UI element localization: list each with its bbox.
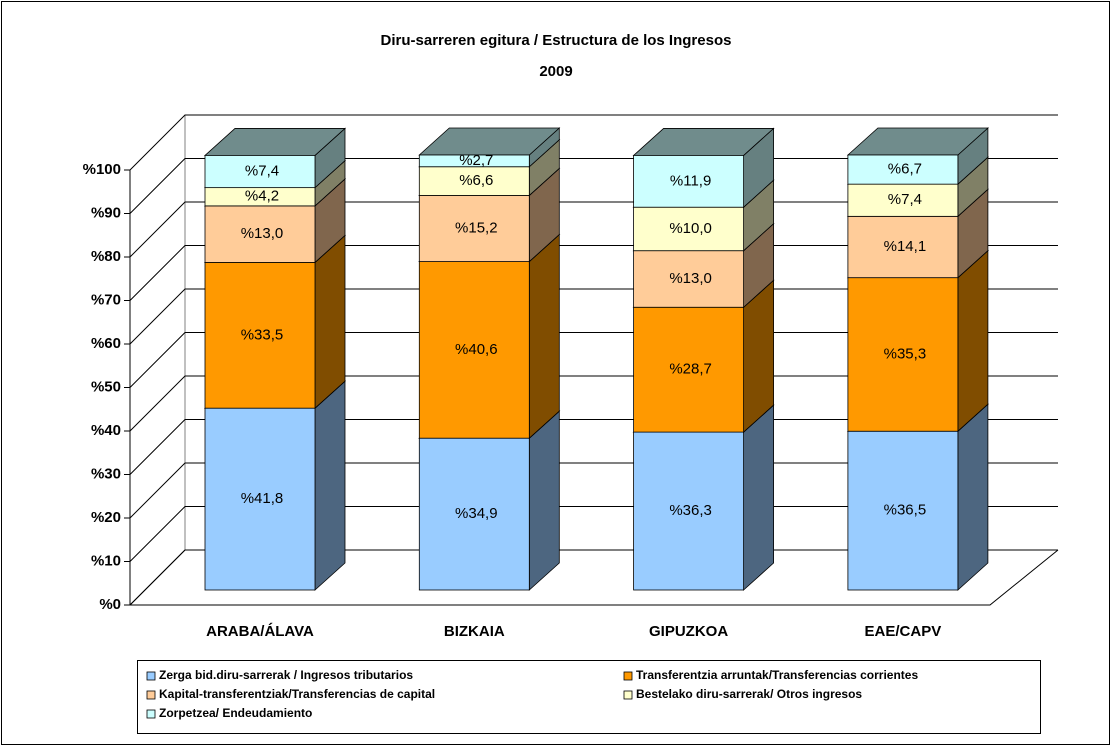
y-tick-label: %0 xyxy=(99,596,121,613)
floor-edge xyxy=(130,549,1059,606)
back-wall xyxy=(130,115,1058,605)
bar-side xyxy=(528,233,560,440)
data-label: %13,0 xyxy=(669,270,712,287)
y-tick-label: %90 xyxy=(91,204,121,221)
data-label: %34,9 xyxy=(455,505,498,522)
data-label: %13,0 xyxy=(241,225,284,242)
legend-swatch xyxy=(623,690,633,700)
bar xyxy=(633,206,744,252)
bar xyxy=(633,155,744,208)
data-label: %36,5 xyxy=(884,502,927,519)
data-label: %35,3 xyxy=(884,345,927,362)
y-tick-label: %20 xyxy=(91,509,121,526)
legend-swatch xyxy=(146,671,156,681)
bar xyxy=(204,205,316,263)
y-tick-label: %40 xyxy=(91,422,121,439)
data-label: %4,2 xyxy=(245,188,279,205)
bar-side xyxy=(957,249,989,433)
data-label: %6,7 xyxy=(888,161,922,178)
data-label: %14,1 xyxy=(884,238,927,255)
bar xyxy=(847,215,959,279)
data-label: %7,4 xyxy=(888,191,922,208)
x-tick-label: GIPUZKOA xyxy=(649,623,728,640)
bar xyxy=(633,431,744,591)
bar xyxy=(204,155,316,189)
y-axis-depth xyxy=(129,549,186,606)
bar xyxy=(633,306,744,433)
data-label: %36,3 xyxy=(669,502,712,519)
bar xyxy=(847,183,959,217)
y-tick-label: %80 xyxy=(91,248,121,265)
y-tick-label: %60 xyxy=(91,335,121,352)
legend-label: Transferentzia arruntak/Transferencias c… xyxy=(636,668,918,682)
bar xyxy=(847,430,959,591)
grid-line xyxy=(129,114,1058,171)
legend-swatch xyxy=(623,671,633,681)
legend-swatch xyxy=(146,690,156,700)
bar xyxy=(418,437,530,591)
data-label: %33,5 xyxy=(241,326,284,343)
data-label: %11,9 xyxy=(670,172,711,189)
legend-label: Bestelako diru-sarrerak/ Otros ingresos xyxy=(636,687,862,701)
bar-side xyxy=(957,403,989,591)
legend-label: Zerga bid.diru-sarrerak / Ingresos tribu… xyxy=(159,668,413,682)
legend-swatch xyxy=(146,709,156,719)
x-tick-label: BIZKAIA xyxy=(444,623,505,640)
bar xyxy=(204,407,316,591)
x-tick-label: EAE/CAPV xyxy=(865,623,942,640)
data-label: %2,7 xyxy=(459,152,493,169)
data-label: %6,6 xyxy=(459,172,493,189)
data-label: %41,8 xyxy=(241,490,284,507)
y-tick-label: %100 xyxy=(83,161,121,178)
bar xyxy=(633,250,744,308)
legend-label: Kapital-transferentziak/Transferencias d… xyxy=(159,687,435,701)
bar xyxy=(847,154,959,185)
bar-side xyxy=(314,380,346,591)
data-label: %15,2 xyxy=(455,219,498,236)
bar-side xyxy=(314,234,346,410)
data-label: %28,7 xyxy=(669,361,712,378)
chart-subtitle: 2009 xyxy=(539,63,572,80)
bar xyxy=(847,277,959,432)
data-label: %10,0 xyxy=(669,220,712,237)
bar xyxy=(204,262,316,409)
y-tick-label: %70 xyxy=(91,291,121,308)
bar xyxy=(418,195,530,262)
y-tick-label: %30 xyxy=(91,465,121,482)
data-label: %40,6 xyxy=(455,341,498,358)
y-tick-label: %10 xyxy=(91,552,121,569)
data-label: %7,4 xyxy=(245,162,279,179)
bar-side xyxy=(528,410,560,591)
bar-side xyxy=(743,404,774,591)
bar xyxy=(418,261,530,439)
chart-title: Diru-sarreren egitura / Estructura de lo… xyxy=(381,32,732,49)
y-tick-label: %50 xyxy=(91,378,121,395)
bar xyxy=(418,154,530,168)
x-tick-label: ARABA/ÁLAVA xyxy=(206,623,314,640)
legend xyxy=(137,660,1041,734)
legend-label: Zorpetzea/ Endeudamiento xyxy=(159,706,312,720)
